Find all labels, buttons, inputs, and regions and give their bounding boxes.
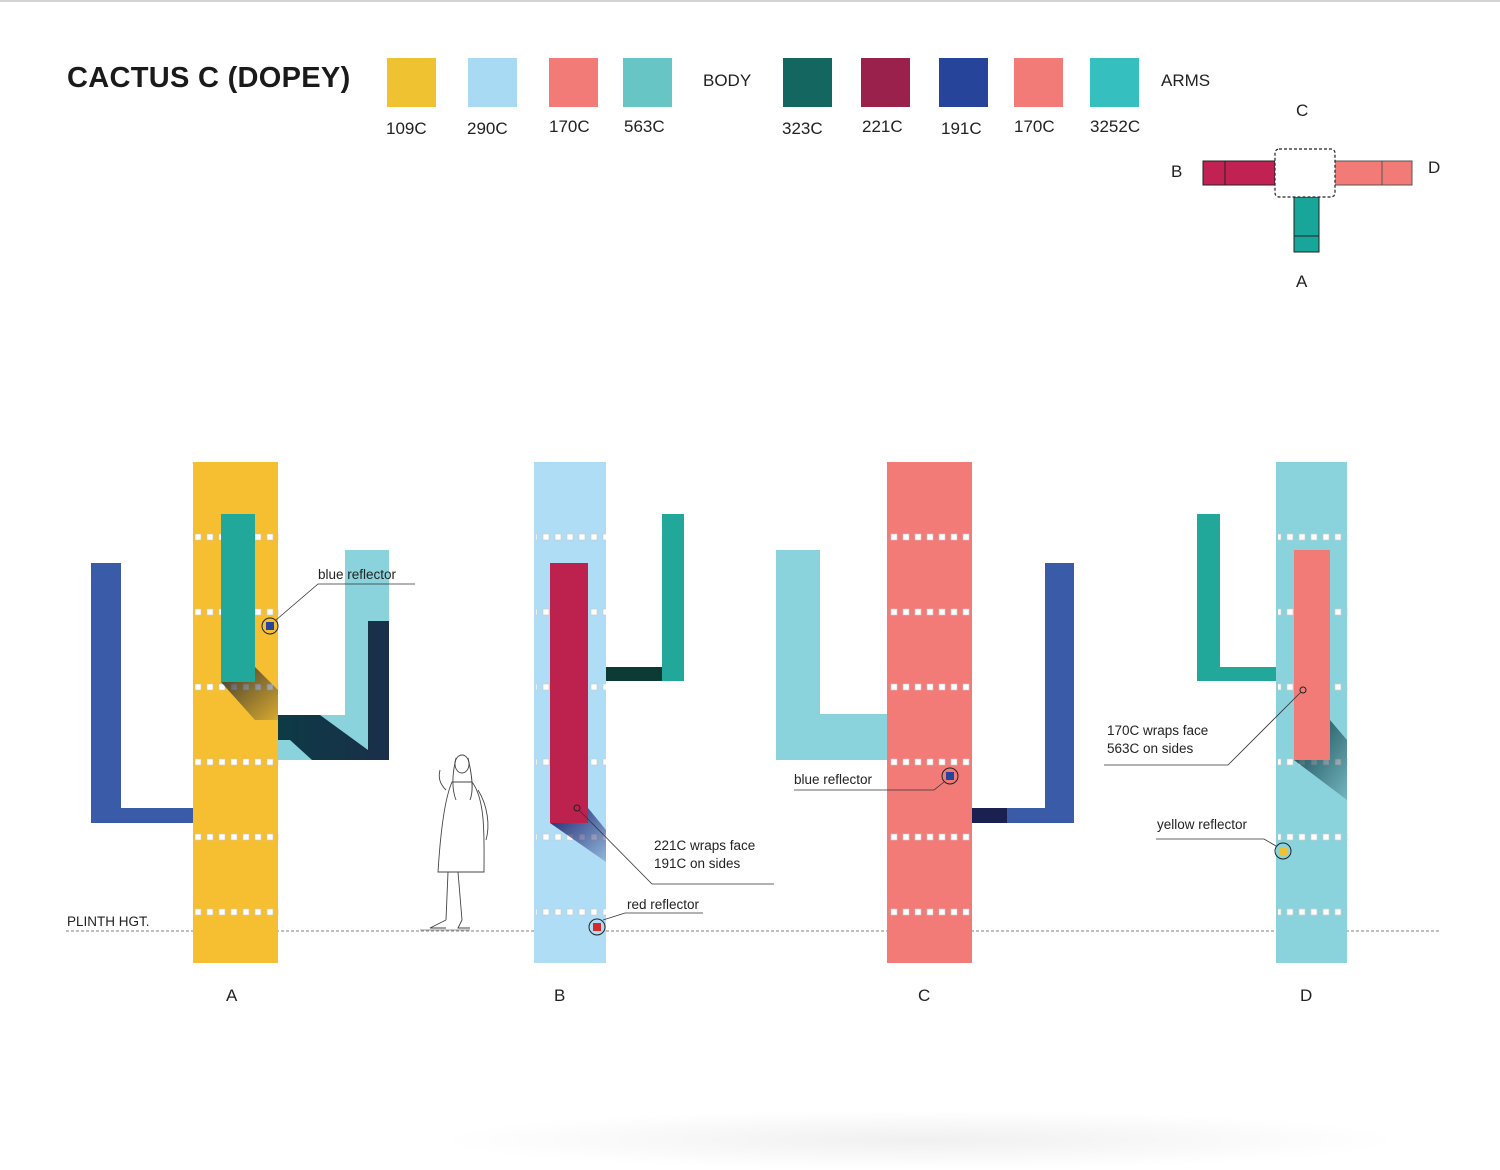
elevation-label-d: D <box>1300 986 1313 1005</box>
code-arms-191c: 191C <box>941 119 982 138</box>
bottom-shadow <box>430 1110 1410 1170</box>
plan-arm-b <box>1202 160 1276 186</box>
plan-label-b: B <box>1171 162 1183 181</box>
callout-c-blue-reflector: blue reflector <box>794 772 873 787</box>
callout-a-blue-reflector: blue reflector <box>318 567 397 582</box>
elev-b-front-arm <box>550 563 588 823</box>
callout-b-red-reflector: red reflector <box>627 897 700 912</box>
code-body-563c: 563C <box>624 117 665 136</box>
swatch-body-109c <box>387 58 436 107</box>
callout-b-wrap-1: 221C wraps face <box>654 838 756 853</box>
elev-a-right-arm-shadow <box>278 621 389 760</box>
elevation-c <box>776 462 1074 963</box>
swatch-body-170c <box>549 58 598 107</box>
elevation-b <box>534 462 774 963</box>
elevation-d <box>1104 462 1348 963</box>
elev-b-right-arm <box>606 514 684 681</box>
code-arms-3252c: 3252C <box>1090 117 1141 136</box>
swatch-arms-3252c <box>1090 58 1139 107</box>
callout-d-wrap-2: 563C on sides <box>1107 741 1194 756</box>
code-body-290c: 290C <box>467 119 508 138</box>
swatch-arms-323c <box>783 58 832 107</box>
elev-c-right-arm <box>972 563 1074 823</box>
arms-label: ARMS <box>1161 71 1211 90</box>
code-arms-221c: 221C <box>862 117 903 136</box>
elev-a-left-arm <box>91 563 195 823</box>
swatch-arms-170c <box>1014 58 1063 107</box>
plan-body <box>1274 148 1336 198</box>
elev-d-front-arm <box>1294 550 1330 760</box>
code-arms-170c: 170C <box>1014 117 1055 136</box>
body-label: BODY <box>703 71 752 90</box>
elev-a-blue-reflector <box>261 617 279 635</box>
elevation-label-a: A <box>226 986 238 1005</box>
swatch-arms-191c <box>939 58 988 107</box>
plan-label-a: A <box>1296 272 1308 291</box>
elevation-label-c: C <box>918 986 931 1005</box>
page-title: CACTUS C (DOPEY) <box>67 62 351 94</box>
elev-a-front-arm <box>221 514 255 682</box>
plan-label-d: D <box>1428 158 1441 177</box>
human-scale-figure <box>420 754 489 931</box>
elevation-label-b: B <box>554 986 566 1005</box>
code-body-170c: 170C <box>549 117 590 136</box>
elev-d-left-arm <box>1197 514 1277 681</box>
callout-d-yellow-reflector: yellow reflector <box>1157 817 1248 832</box>
plinth-label: PLINTH HGT. <box>67 914 150 929</box>
plan-arm-d <box>1333 160 1413 186</box>
elev-c-blue-reflector <box>941 767 959 785</box>
plan-label-c: C <box>1296 101 1309 120</box>
top-border <box>0 0 1500 2</box>
code-arms-323c: 323C <box>782 119 823 138</box>
code-body-109c: 109C <box>386 119 427 138</box>
swatch-body-563c <box>623 58 672 107</box>
elev-c-left-arm <box>776 550 888 760</box>
plan-view <box>1202 148 1413 253</box>
elev-a-right-arm <box>278 550 389 760</box>
callout-d-wrap-1: 170C wraps face <box>1107 723 1209 738</box>
elev-b-red-reflector <box>588 918 606 936</box>
elev-c-studs <box>889 467 973 937</box>
swatch-arms-221c <box>861 58 910 107</box>
elevation-a <box>91 462 415 963</box>
swatch-body-290c <box>468 58 517 107</box>
plan-arm-a <box>1293 196 1320 253</box>
callout-b-wrap-2: 191C on sides <box>654 856 741 871</box>
elev-d-yellow-reflector <box>1274 842 1292 860</box>
